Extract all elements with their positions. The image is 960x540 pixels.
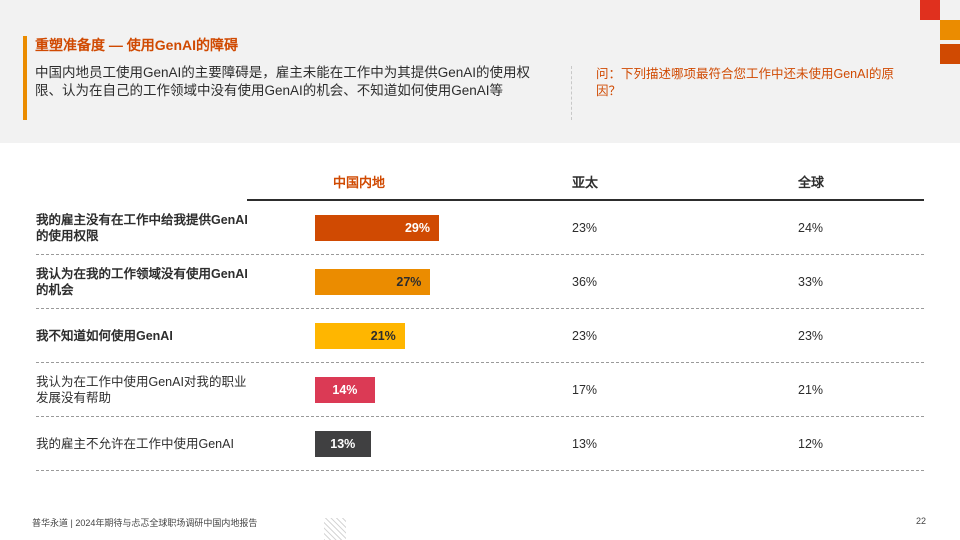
row-label: 我认为在我的工作领域没有使用GenAI的机会	[36, 267, 248, 297]
column-header-apac: 亚太	[572, 175, 599, 190]
hatch-decoration	[324, 518, 346, 540]
page-title: 重塑准备度 — 使用GenAI的障碍	[35, 37, 239, 53]
page-number: 22	[916, 516, 927, 526]
row-separator	[36, 254, 924, 255]
bar-value-label: 21%	[370, 329, 396, 343]
bar-value-label: 27%	[396, 275, 422, 289]
corner-square-red	[920, 0, 940, 20]
bar-value-label: 14%	[332, 383, 358, 397]
apac-value: 23%	[572, 329, 598, 343]
row-separator	[36, 470, 924, 471]
row-separator	[36, 362, 924, 363]
row-separator	[36, 416, 924, 417]
row-separator	[36, 308, 924, 309]
bar-china: 13%	[315, 431, 371, 457]
apac-value: 13%	[572, 437, 598, 451]
apac-value: 23%	[572, 221, 598, 235]
global-value: 33%	[798, 275, 824, 289]
column-header-china: 中国内地	[333, 175, 386, 190]
header-divider	[571, 66, 572, 120]
apac-value: 36%	[572, 275, 598, 289]
bar-china: 27%	[315, 269, 431, 295]
bar-value-label: 29%	[404, 221, 430, 235]
global-value: 24%	[798, 221, 824, 235]
row-label: 我认为在工作中使用GenAI对我的职业发展没有帮助	[36, 375, 247, 405]
corner-square-dark-orange	[940, 44, 960, 64]
bar-china: 29%	[315, 215, 439, 241]
bar-china: 14%	[315, 377, 375, 403]
row-label: 我的雇主不允许在工作中使用GenAI	[36, 437, 234, 451]
row-label: 我不知道如何使用GenAI	[36, 329, 173, 343]
bar-china: 21%	[315, 323, 405, 349]
title-accent-bar	[23, 36, 27, 120]
column-header-global: 全球	[798, 175, 825, 190]
global-value: 21%	[798, 383, 824, 397]
bar-value-label: 13%	[330, 437, 356, 451]
survey-question: 问：下列描述哪项最符合您工作中还未使用GenAI的原因？	[596, 67, 894, 98]
global-value: 12%	[798, 437, 824, 451]
header-band	[0, 0, 960, 143]
apac-value: 17%	[572, 383, 598, 397]
footer-source: 普华永道 | 2024年期待与忐忑全球职场调研中国内地报告	[32, 518, 258, 528]
corner-square-orange	[940, 20, 960, 40]
header-rule	[247, 199, 924, 201]
row-label: 我的雇主没有在工作中给我提供GenAI的使用权限	[36, 213, 248, 243]
summary-text: 中国内地员工使用GenAI的主要障碍是，雇主未能在工作中为其提供GenAI的使用…	[35, 65, 531, 98]
global-value: 23%	[798, 329, 824, 343]
